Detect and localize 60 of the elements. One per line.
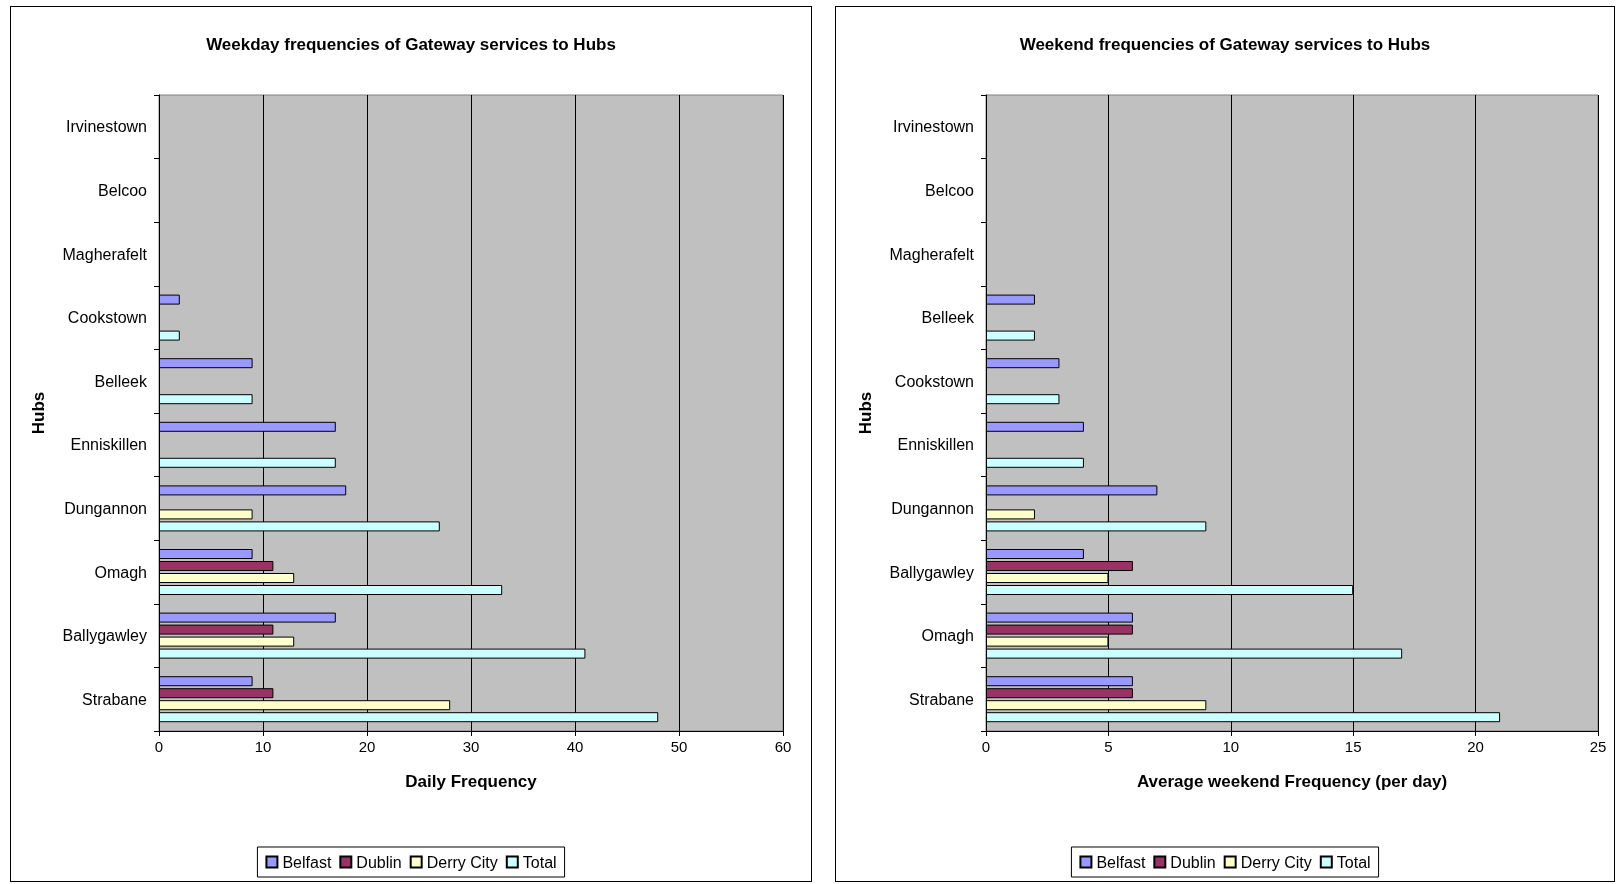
y-tick-label: Belcoo <box>98 181 148 199</box>
y-tick-label: Strabane <box>909 690 975 708</box>
legend-label: Total <box>1336 853 1371 871</box>
bar <box>159 676 253 687</box>
x-tick-label: 10 <box>254 738 272 755</box>
x-tick-label: 0 <box>981 738 991 755</box>
x-tick-label: 25 <box>1589 738 1607 755</box>
chart-title: Weekday frequencies of Gateway services to Hubs <box>206 35 616 54</box>
y-tick-label: Dungannon <box>891 499 974 517</box>
bar <box>986 457 1084 468</box>
legend-label: Derry City <box>1240 853 1312 871</box>
x-tick-label: 60 <box>774 738 792 755</box>
bar <box>986 330 1035 341</box>
bar <box>159 549 253 559</box>
y-tick-label: Strabane <box>82 690 148 708</box>
y-tick-label: Magherafelt <box>62 245 148 263</box>
y-tick-label: Magherafelt <box>889 245 975 263</box>
x-tick-label: 10 <box>1222 738 1240 755</box>
bar <box>159 394 253 405</box>
x-axis-title: Average weekend Frequency (per day) <box>1136 772 1448 791</box>
y-tick-label: Cookstown <box>894 372 974 390</box>
y-tick-label: Dungannon <box>64 499 147 517</box>
x-tick-label: 30 <box>462 738 480 755</box>
y-tick-label: Omagh <box>921 627 974 645</box>
y-tick-label: Belcoo <box>925 181 975 199</box>
y-tick-label: Belleek <box>921 309 975 327</box>
x-tick-label: 20 <box>358 738 376 755</box>
x-tick-label: 50 <box>670 738 688 755</box>
y-tick-label: Irvinestown <box>893 118 974 136</box>
y-tick-label: Belleek <box>94 372 148 390</box>
legend-label: Dublin <box>356 853 402 871</box>
y-tick-label: Enniskillen <box>897 436 974 454</box>
y-tick-label: Enniskillen <box>70 436 147 454</box>
y-tick-label: Irvinestown <box>66 118 147 136</box>
legend-label: Belfast <box>1096 853 1146 871</box>
y-tick-label: Ballygawley <box>889 563 974 581</box>
x-tick-label: 15 <box>1344 738 1362 755</box>
x-tick-label: 5 <box>1104 738 1113 755</box>
bar <box>159 294 180 305</box>
chart-title: Weekend frequencies of Gateway services to Hubs <box>1019 35 1431 54</box>
bar <box>986 394 1060 405</box>
legend-label: Derry City <box>426 853 498 871</box>
x-axis-title: Daily Frequency <box>405 772 538 791</box>
x-tick-label: 20 <box>1467 738 1484 755</box>
x-tick-label: 0 <box>154 738 164 755</box>
bar <box>986 294 1035 305</box>
bar <box>986 358 1060 369</box>
bar <box>159 330 180 341</box>
legend-label: Dublin <box>1170 853 1216 871</box>
bar <box>986 421 1084 432</box>
x-tick-label: 40 <box>566 738 584 755</box>
y-tick-label: Cookstown <box>67 309 147 327</box>
y-axis-title: Hubs <box>29 391 48 435</box>
y-tick-label: Omagh <box>94 563 147 581</box>
y-tick-label: Ballygawley <box>62 627 147 645</box>
bar <box>159 358 253 369</box>
legend-label: Total <box>522 853 557 871</box>
y-axis-title: Hubs <box>856 391 875 435</box>
bar <box>986 549 1084 559</box>
legend-label: Belfast <box>282 853 332 871</box>
